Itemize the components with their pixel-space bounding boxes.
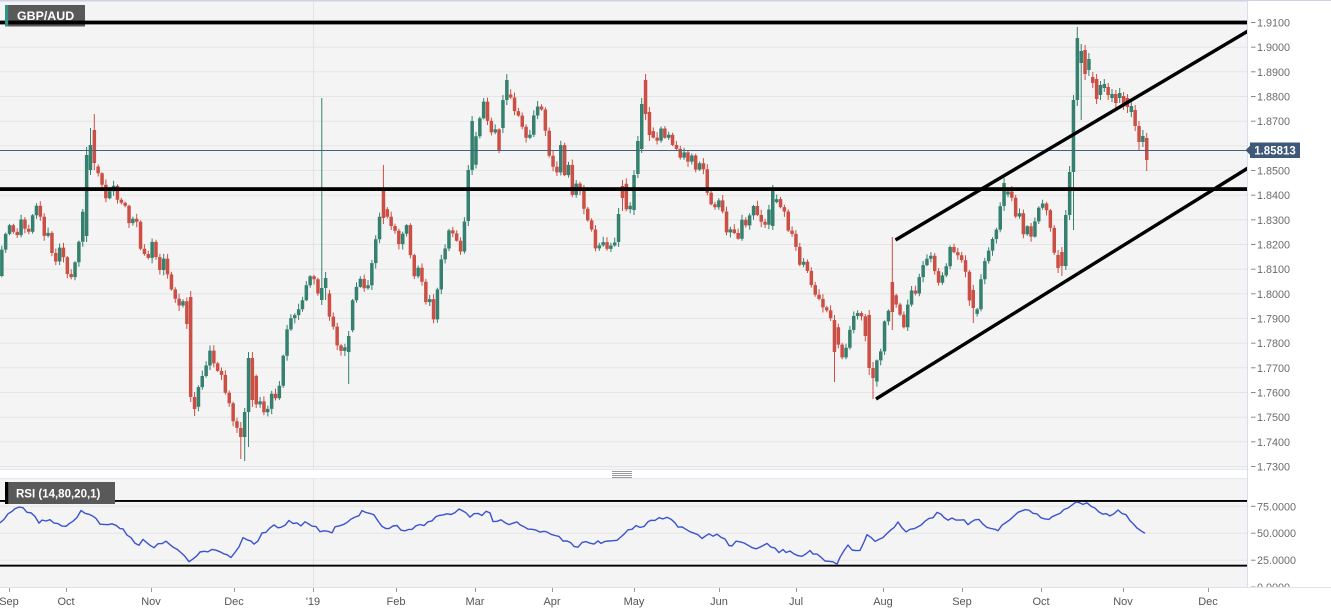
svg-text:Dec: Dec — [224, 596, 244, 608]
svg-text:1.8700: 1.8700 — [1257, 116, 1290, 128]
svg-text:Jul: Jul — [789, 596, 803, 608]
svg-text:May: May — [624, 596, 645, 608]
svg-text:Nov: Nov — [1113, 596, 1133, 608]
svg-text:GBP/AUD: GBP/AUD — [17, 9, 74, 23]
svg-text:Apr: Apr — [543, 596, 560, 608]
svg-text:1.8800: 1.8800 — [1257, 92, 1290, 104]
svg-text:50.0000: 50.0000 — [1257, 528, 1296, 540]
svg-text:1.7900: 1.7900 — [1257, 314, 1290, 326]
svg-text:Jun: Jun — [710, 596, 728, 608]
svg-text:1.7600: 1.7600 — [1257, 388, 1290, 400]
svg-text:1.7800: 1.7800 — [1257, 338, 1290, 350]
svg-text:1.8200: 1.8200 — [1257, 240, 1290, 252]
svg-text:25.0000: 25.0000 — [1257, 555, 1296, 567]
svg-text:1.8100: 1.8100 — [1257, 264, 1290, 276]
svg-text:1.7300: 1.7300 — [1257, 462, 1290, 474]
svg-text:1.8900: 1.8900 — [1257, 67, 1290, 79]
svg-text:1.9000: 1.9000 — [1257, 42, 1290, 54]
svg-text:1.7700: 1.7700 — [1257, 363, 1290, 375]
svg-text:Sep: Sep — [952, 596, 972, 608]
svg-text:1.8400: 1.8400 — [1257, 190, 1290, 202]
svg-text:1.7500: 1.7500 — [1257, 412, 1290, 424]
svg-text:1.7400: 1.7400 — [1257, 437, 1290, 449]
svg-text:1.8300: 1.8300 — [1257, 215, 1290, 227]
svg-text:Oct: Oct — [57, 596, 74, 608]
svg-text:Mar: Mar — [466, 596, 485, 608]
svg-text:Nov: Nov — [141, 596, 161, 608]
svg-text:'19: '19 — [306, 596, 320, 608]
svg-text:1.85813: 1.85813 — [1254, 145, 1296, 157]
svg-text:1.9100: 1.9100 — [1257, 18, 1290, 30]
svg-text:Feb: Feb — [387, 596, 406, 608]
svg-text:75.0000: 75.0000 — [1257, 501, 1296, 513]
svg-text:Oct: Oct — [1032, 596, 1049, 608]
svg-text:Aug: Aug — [873, 596, 893, 608]
svg-text:RSI (14,80,20,1): RSI (14,80,20,1) — [16, 489, 101, 501]
svg-text:1.8000: 1.8000 — [1257, 289, 1290, 301]
svg-text:Dec: Dec — [1198, 596, 1218, 608]
svg-text:1.8500: 1.8500 — [1257, 166, 1290, 178]
svg-text:Sep: Sep — [0, 596, 19, 608]
